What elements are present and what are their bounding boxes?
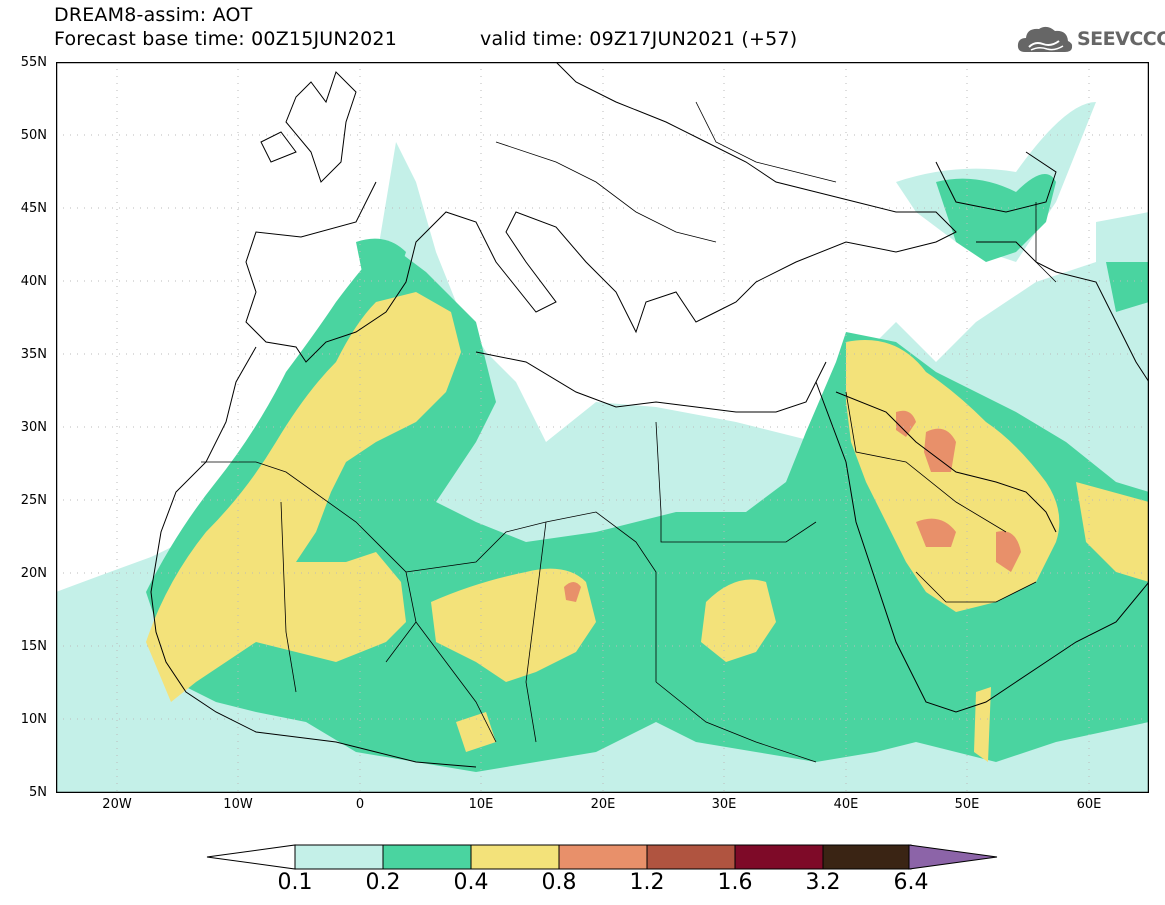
map-title: DREAM8-assim: AOT	[54, 4, 253, 26]
lat-label: 45N	[20, 201, 47, 216]
lon-label: 10W	[223, 797, 253, 812]
lon-label: 50E	[954, 797, 980, 812]
country-borders	[201, 101, 1057, 763]
legend-swatch	[558, 844, 648, 870]
forecast-base-time: Forecast base time: 00Z15JUN2021	[54, 28, 397, 50]
lat-label: 35N	[20, 347, 47, 362]
lat-label: 30N	[20, 420, 47, 435]
lat-label: 40N	[20, 274, 47, 289]
color-legend	[206, 844, 998, 870]
legend-swatch	[646, 844, 736, 870]
lat-label: 10N	[20, 712, 47, 727]
lon-label: 60E	[1076, 797, 1102, 812]
graticule	[56, 62, 1149, 793]
valid-time: valid time: 09Z17JUN2021 (+57)	[480, 28, 798, 50]
lat-label: 15N	[20, 639, 47, 654]
legend-swatch	[470, 844, 560, 870]
lon-label: 0	[355, 797, 365, 812]
cloud-icon	[1017, 26, 1073, 52]
aot-layer-0.8	[564, 410, 1021, 602]
coastlines	[150, 62, 1149, 768]
legend-label: 0.4	[453, 870, 489, 895]
logo-text: SEEVCCC	[1077, 28, 1165, 50]
legend-arrow-high	[908, 844, 998, 870]
legend-label: 3.2	[805, 870, 841, 895]
lat-label: 25N	[20, 493, 47, 508]
aot-map	[56, 62, 1149, 793]
lon-label: 40E	[833, 797, 859, 812]
lon-label: 30E	[711, 797, 737, 812]
legend-label: 0.8	[541, 870, 577, 895]
legend-label: 0.1	[277, 870, 313, 895]
legend-swatch	[734, 844, 824, 870]
legend-label: 1.2	[629, 870, 665, 895]
lat-label: 55N	[20, 55, 47, 70]
lon-label: 10E	[468, 797, 494, 812]
legend-label: 6.4	[893, 870, 929, 895]
legend-swatch	[294, 844, 384, 870]
seevccc-logo: SEEVCCC	[1015, 22, 1165, 58]
lon-label: 20E	[590, 797, 616, 812]
legend-swatch	[822, 844, 912, 870]
lon-label: 20W	[102, 797, 132, 812]
lat-label: 20N	[20, 566, 47, 581]
legend-label: 0.2	[365, 870, 401, 895]
lat-label: 50N	[20, 128, 47, 143]
legend-arrow-low	[206, 844, 296, 870]
legend-label: 1.6	[717, 870, 753, 895]
legend-swatch	[382, 844, 472, 870]
lat-label: 5N	[29, 785, 47, 800]
